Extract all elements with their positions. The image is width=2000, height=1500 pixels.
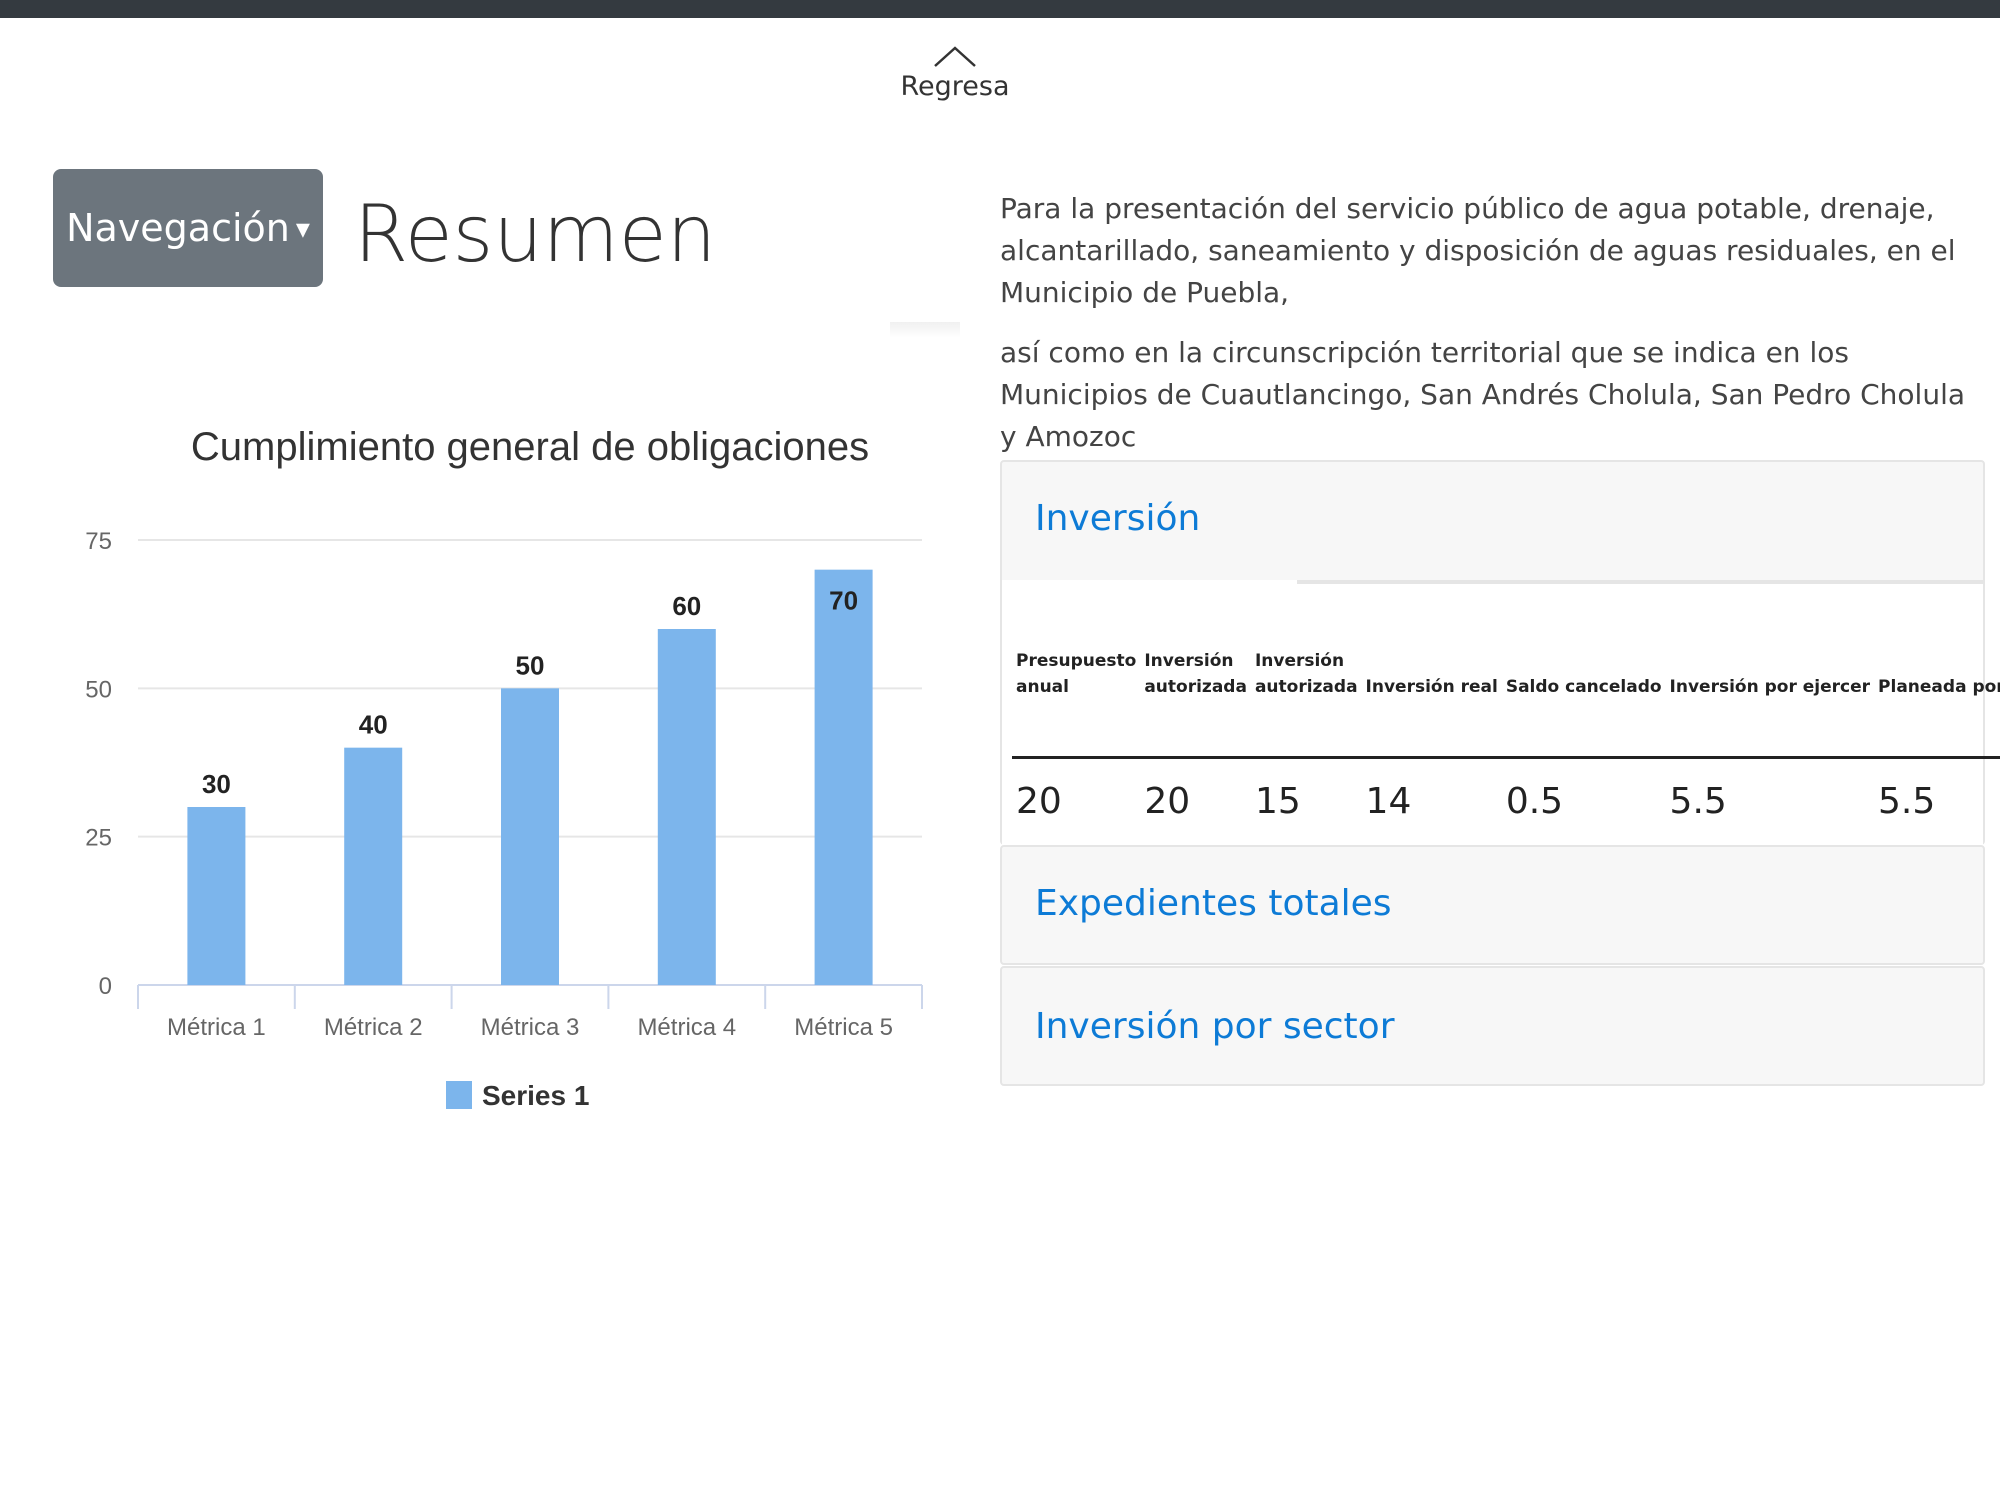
data-label: 50: [516, 650, 545, 680]
table-row: 20 20 15 14 0.5 5.5 5.5: [1012, 758, 2000, 822]
y-tick-label: 50: [85, 676, 112, 703]
y-tick-label: 25: [85, 825, 112, 852]
column-header-line: Presupuesto: [1016, 651, 1137, 671]
divider-shadow: [890, 322, 960, 338]
y-tick-label: 0: [99, 973, 112, 1000]
page-title: Resumen: [354, 190, 717, 280]
y-tick-label: 75: [85, 528, 112, 555]
table-cell: 14: [1365, 781, 1412, 822]
panel-expedientes: Expedientes totales: [1000, 845, 1985, 965]
column-header: Inversión por ejercer: [1665, 630, 1875, 759]
back-label: Regresa: [900, 71, 1010, 102]
x-tick-label: Métrica 3: [481, 1014, 580, 1041]
compliance-bar-chart: Cumplimiento general de obligaciones 0 25 5…: [85, 425, 923, 1111]
panel-inversion-title[interactable]: Inversión: [1035, 498, 1201, 539]
legend-label: Series 1: [482, 1080, 589, 1111]
column-header-line: autorizada: [1144, 677, 1247, 697]
description-paragraph-1: Para la presentación del servicio públic…: [1000, 192, 1956, 309]
column-header: Presupuesto anual: [1012, 630, 1141, 759]
column-header-line: Inversión: [1144, 651, 1234, 671]
panel-inversion: Inversión Presupuesto anual Inversión autor…: [1000, 460, 2000, 845]
top-bar: [0, 0, 2000, 18]
x-tick-label: Métrica 5: [794, 1014, 893, 1041]
data-label: 40: [359, 710, 388, 740]
column-header: Inversión autorizada: [1140, 630, 1251, 759]
panel-inversion-sector: Inversión por sector: [1000, 966, 1985, 1086]
column-header: Planeada por comprometer: [1874, 630, 2000, 759]
table-cell: 20: [1144, 781, 1191, 822]
inversion-table-area: Presupuesto anual Inversión autorizada Inver…: [1002, 580, 2000, 845]
table-cell: 15: [1254, 781, 1301, 822]
chart-title: Cumplimiento general de obligaciones: [191, 425, 869, 469]
column-header-line: autorizada: [1254, 677, 1358, 697]
chevron-up-icon: [934, 46, 976, 67]
table-cell: 5.5: [1669, 781, 1727, 822]
bar: [657, 629, 716, 985]
column-header-line: Planeada por comprometer: [1878, 677, 2000, 697]
description: Para la presentación del servicio públic…: [1000, 188, 1980, 476]
x-tick-label: Métrica 4: [637, 1014, 736, 1041]
column-header: Inversión real: [1361, 630, 1502, 759]
table-top-divider: [1297, 580, 1983, 584]
x-tick-label: Métrica 1: [167, 1014, 266, 1041]
x-tick-label: Métrica 2: [324, 1014, 423, 1041]
column-header-line: Inversión: [1254, 651, 1345, 671]
column-header: Inversión autorizada: [1250, 630, 1362, 759]
bar: [501, 688, 559, 985]
back-link[interactable]: Regresa: [880, 44, 1030, 104]
column-header: Saldo cancelado: [1501, 630, 1666, 759]
bar: [187, 807, 246, 985]
data-label: 60: [672, 591, 701, 621]
legend-swatch: [446, 1081, 472, 1109]
inversion-table: Presupuesto anual Inversión autorizada Inver…: [1012, 630, 2000, 822]
data-label: 70: [829, 586, 858, 616]
column-header-line: Saldo cancelado: [1505, 677, 1662, 697]
table-cell: 0.5: [1505, 781, 1564, 822]
table-cell: 5.5: [1878, 781, 1936, 822]
table-cell: 20: [1016, 781, 1062, 822]
navigation-label: Navegación: [66, 206, 290, 250]
navigation-dropdown-button[interactable]: Navegación ▾: [53, 169, 323, 287]
bar: [344, 747, 403, 985]
description-paragraph-2: así como en la circunscripción territori…: [1000, 336, 1966, 453]
bar: [814, 569, 873, 985]
column-header-line: anual: [1016, 677, 1069, 697]
column-header-line: Inversión por ejercer: [1669, 677, 1871, 697]
panel-expedientes-title[interactable]: Expedientes totales: [1035, 883, 1392, 924]
data-label: 30: [202, 769, 231, 799]
column-header-line: Inversión real: [1365, 677, 1498, 697]
caret-down-icon: ▾: [295, 211, 310, 245]
panel-sector-title[interactable]: Inversión por sector: [1035, 1006, 1395, 1047]
